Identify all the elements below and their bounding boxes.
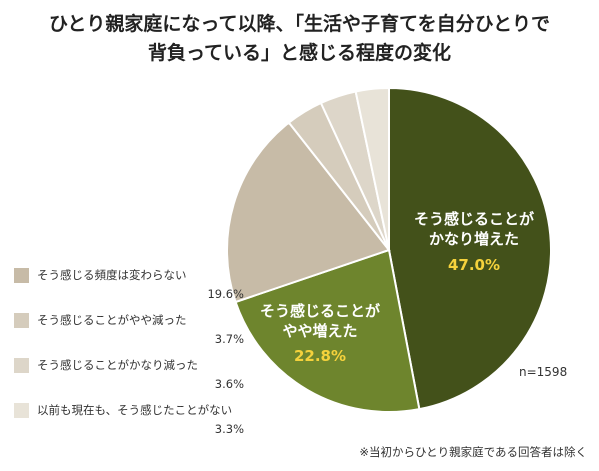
legend-label-greatly-decreased: そう感じることがかなり減った xyxy=(37,358,198,372)
legend-swatch-unchanged xyxy=(14,268,29,283)
legend-item-greatly-decreased: そう感じることがかなり減った 3.6% xyxy=(14,356,244,401)
chart-title-line-2: 背負っている」と感じる程度の変化 xyxy=(147,42,452,64)
slice-label-slightly-increased: そう感じることがやや増えた xyxy=(260,302,381,340)
pie-slice-greatly-increased xyxy=(388,86,552,411)
legend-value-unchanged: 19.6% xyxy=(207,287,244,301)
pie-slice-slightly-increased xyxy=(234,248,421,413)
legend-value-slightly-decreased: 3.7% xyxy=(214,332,244,346)
chart-title-line-1: ひとり親家庭になって以降、「生活や子育てを自分ひとりで xyxy=(48,13,551,35)
legend-item-unchanged: そう感じる頻度は変わらない 19.6% xyxy=(14,266,244,311)
legend-swatch-greatly-decreased xyxy=(14,358,29,373)
legend-value-greatly-decreased: 3.6% xyxy=(214,377,244,391)
legend: そう感じる頻度は変わらない 19.6% そう感じることがやや減った 3.7% そ… xyxy=(14,266,244,446)
legend-label-never-felt: 以前も現在も、そう感じたことがない xyxy=(37,403,233,417)
pie-slice-never-felt xyxy=(354,86,390,251)
chart-title: ひとり親家庭になって以降、「生活や子育てを自分ひとりで 背負っている」と感じる程… xyxy=(0,10,599,68)
legend-value-never-felt: 3.3% xyxy=(214,422,244,436)
slice-label-greatly-increased: そう感じることがかなり増えた xyxy=(414,210,535,248)
slice-value-greatly-increased: 47.0% xyxy=(448,256,500,274)
legend-label-unchanged: そう感じる頻度は変わらない xyxy=(37,268,187,282)
footnote: ※当初からひとり親家庭である回答者は除く xyxy=(359,445,587,459)
legend-item-slightly-decreased: そう感じることがやや減った 3.7% xyxy=(14,311,244,356)
legend-item-never-felt: 以前も現在も、そう感じたことがない 3.3% xyxy=(14,401,244,446)
slice-value-slightly-increased: 22.8% xyxy=(294,347,346,365)
pie-slice-unchanged xyxy=(226,121,391,304)
sample-size-label: n=1598 xyxy=(519,365,568,379)
legend-label-slightly-decreased: そう感じることがやや減った xyxy=(37,313,187,327)
legend-swatch-slightly-decreased xyxy=(14,313,29,328)
legend-swatch-never-felt xyxy=(14,403,29,418)
